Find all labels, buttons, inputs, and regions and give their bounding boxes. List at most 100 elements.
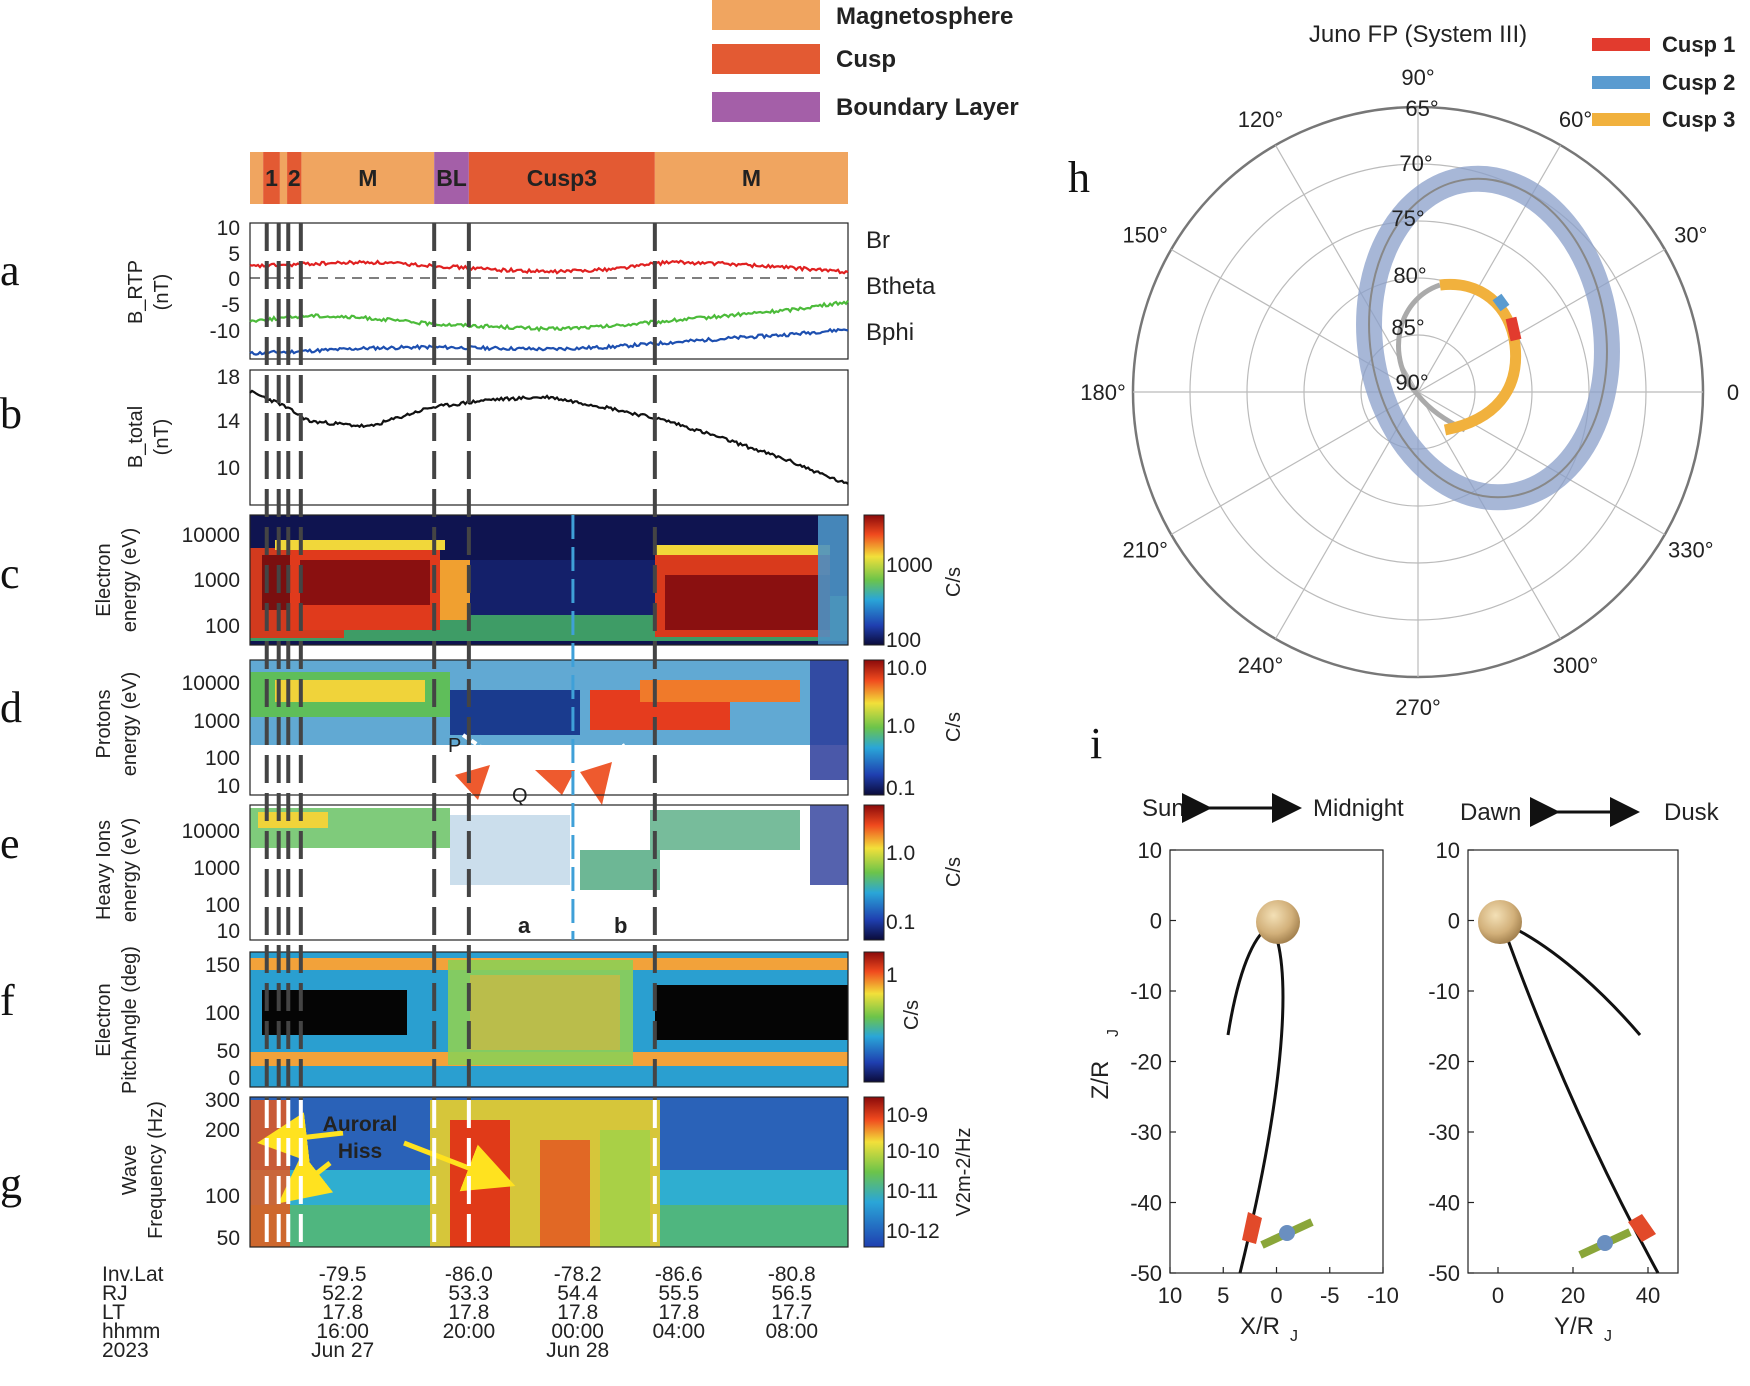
fp-grey-arc bbox=[1396, 282, 1467, 433]
legend-swatch-cusp bbox=[712, 44, 820, 74]
marker-arrow-1 bbox=[455, 765, 490, 800]
tick-c-3: 100 bbox=[205, 615, 240, 638]
juno-yz bbox=[1578, 1228, 1632, 1259]
series-Br bbox=[249, 327, 849, 356]
ytick-label-trajL-2: -10 bbox=[1130, 979, 1162, 1004]
tick-f-1: 150 bbox=[205, 954, 240, 977]
region-seg-3 bbox=[287, 152, 302, 204]
polar-angle-0: 90° bbox=[1401, 65, 1434, 90]
tick-g-1: 300 bbox=[205, 1089, 240, 1112]
tick-a-m5: -5 bbox=[221, 294, 240, 317]
xrow-label-2: LT bbox=[102, 1301, 125, 1324]
polar-angle-9: 180° bbox=[1080, 380, 1126, 405]
dispersion-line-2 bbox=[578, 743, 627, 774]
xrow-1-4: 56.5 bbox=[771, 1282, 812, 1305]
tick-b-18: 18 bbox=[217, 366, 240, 389]
top-legend: Magnetosphere Cusp Boundary Layer bbox=[712, 0, 1019, 122]
panel-letter-c: c bbox=[0, 549, 20, 598]
panel-h: Juno FP (System III) 90° 60° 30° 0 330° 300° 2… bbox=[1080, 21, 1739, 720]
cbar-g-2: 10-10 bbox=[886, 1140, 940, 1163]
marker-p: P bbox=[448, 735, 461, 757]
fp-cusp3 bbox=[1439, 278, 1522, 436]
region-label-1: 1 bbox=[265, 165, 278, 191]
fp-cusp2 bbox=[1492, 293, 1510, 312]
colorbar-e bbox=[863, 804, 885, 941]
cbar-c-1: 1000 bbox=[886, 554, 933, 577]
ytick-label-trajL-5: -40 bbox=[1130, 1191, 1162, 1216]
tick-g-2: 200 bbox=[205, 1119, 240, 1142]
polar-angle-8: 210° bbox=[1122, 538, 1168, 563]
panel-f: 150 100 50 0 Electron PitchAngle (deg) 1… bbox=[93, 946, 923, 1094]
tick-b-10: 10 bbox=[217, 457, 240, 480]
traj-xz-xlabel-sub: J bbox=[1290, 1328, 1298, 1345]
polar-angle-5: 300° bbox=[1553, 653, 1599, 678]
ytick-label-trajL-4: -30 bbox=[1130, 1120, 1162, 1145]
spec-e-yellow bbox=[258, 812, 328, 828]
ylabel-a-2: (nT) bbox=[151, 274, 173, 311]
tick-d-4: 10 bbox=[217, 775, 240, 798]
series-Btheta bbox=[249, 259, 849, 275]
polar-angle-10: 150° bbox=[1122, 223, 1168, 248]
spec-g-red-c bbox=[540, 1140, 590, 1247]
spec-d-orange bbox=[640, 680, 800, 702]
xrow-1-2: 54.4 bbox=[557, 1282, 598, 1305]
traj-xz-ylabel-sub: J bbox=[1105, 1029, 1122, 1037]
polar-spoke-300 bbox=[1417, 391, 1562, 640]
region-label-3: 2 bbox=[288, 165, 301, 191]
panel-letter-g: g bbox=[0, 1159, 22, 1208]
cbar-g-3: 10-11 bbox=[886, 1180, 938, 1203]
legend-swatch-boundary-layer bbox=[712, 92, 820, 122]
tick-a-0: 0 bbox=[228, 268, 240, 291]
header-dusk: Dusk bbox=[1664, 799, 1720, 826]
panel-c: 10000 1000 100 Electron energy (eV) 1000… bbox=[93, 514, 965, 652]
panel-a-yticks: 10 5 0 -5 -10 bbox=[210, 217, 240, 343]
tick-d-1: 10000 bbox=[182, 672, 240, 695]
ylabel-c-2: energy (eV) bbox=[119, 528, 141, 633]
header-dawn: Dawn bbox=[1460, 799, 1521, 826]
xrow-3-2: 00:00 bbox=[551, 1320, 604, 1343]
tick-c-2: 1000 bbox=[193, 569, 240, 592]
panel-letter-b: b bbox=[0, 389, 22, 438]
tick-a-10: 10 bbox=[217, 217, 240, 240]
spec-e-green-b bbox=[580, 850, 660, 890]
spec-f-black-b bbox=[655, 985, 848, 1040]
panel-b: 18 14 10 B_total (nT) bbox=[125, 366, 849, 506]
panel-e: a b 10000 1000 100 10 Heavy Ions energy … bbox=[93, 804, 965, 943]
hiss-arrow-1 bbox=[257, 1112, 344, 1162]
legend-btheta: Btheta bbox=[866, 273, 936, 300]
tick-g-4: 50 bbox=[217, 1227, 240, 1250]
panel-letter-e: e bbox=[0, 819, 20, 868]
panel-letter-i: i bbox=[1090, 719, 1102, 768]
panel-i: Sun Midnight Dawn Dusk 10 0 -10 -20 -30 -40 -5… bbox=[1087, 793, 1720, 1345]
panel-d: P Q 10000 1000 100 10 Protons energy (eV… bbox=[93, 657, 965, 807]
ylabel-b-1: B_total bbox=[125, 406, 147, 468]
xrow-label-4: 2023 bbox=[102, 1339, 149, 1362]
legend-swatch-cusp2 bbox=[1592, 76, 1650, 89]
ytick-label-trajL-6: -50 bbox=[1130, 1261, 1162, 1286]
xrow-3-3: 04:00 bbox=[652, 1320, 705, 1343]
ylabel-f-1: Electron bbox=[93, 983, 115, 1056]
marker-a: a bbox=[518, 913, 531, 938]
marker-arrow-2 bbox=[535, 770, 575, 795]
dispersion-line-1 bbox=[461, 733, 532, 782]
polar-spoke-120 bbox=[1274, 144, 1419, 393]
spec-e-right-strip bbox=[810, 805, 848, 885]
colorbar-g bbox=[863, 1096, 885, 1248]
traj-yz-xlabel-sub: J bbox=[1604, 1328, 1612, 1345]
traj-yz-ticks: 10 0 -10 -20 -30 -40 -50 0 20 40 bbox=[1428, 838, 1660, 1308]
ylabel-c-1: Electron bbox=[93, 543, 115, 616]
polar-angle-3: 0 bbox=[1727, 380, 1739, 405]
spec-f-black-a bbox=[262, 990, 407, 1035]
spec-g-red-a bbox=[250, 1100, 290, 1247]
region-seg-2 bbox=[279, 152, 288, 204]
tick-e-1: 10000 bbox=[182, 820, 240, 843]
legend-swatch-cusp3 bbox=[1592, 113, 1650, 126]
tick-a-5: 5 bbox=[228, 243, 240, 266]
polar-angle-7: 240° bbox=[1238, 653, 1284, 678]
colorbar-f bbox=[863, 951, 885, 1083]
xrow-2-0: 17.8 bbox=[322, 1301, 363, 1324]
cbar-g-1: 10-9 bbox=[886, 1104, 928, 1127]
oval-edge bbox=[1368, 177, 1608, 499]
spec-c-dark-b bbox=[300, 560, 430, 605]
ylabel-e-2: energy (eV) bbox=[119, 818, 141, 923]
